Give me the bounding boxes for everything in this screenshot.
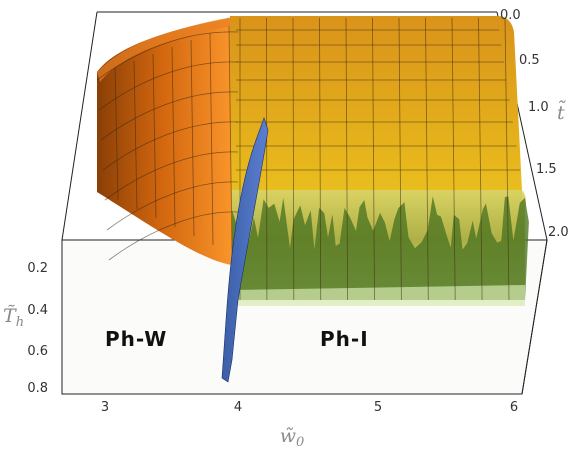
y-tick-label: 2.0 <box>548 225 569 240</box>
x-tick-label: 5 <box>374 400 382 415</box>
y-tick-label: 1.5 <box>536 162 557 177</box>
y-tick-label: 1.0 <box>528 100 549 115</box>
mesh-line <box>425 17 429 301</box>
x-axis-label: w̃0 <box>280 425 305 449</box>
mesh-line <box>451 17 456 301</box>
z-tick-label: 0.6 <box>27 344 48 359</box>
x-axis: 3 4 5 6 w̃0 <box>101 400 518 449</box>
mesh-line <box>345 17 348 301</box>
phase-boundary-surface <box>221 117 269 383</box>
z-axis: 0.2 0.4 0.6 0.8 T̃h <box>3 261 48 396</box>
mesh-line <box>133 60 138 210</box>
y-axis-label: t̃ <box>557 101 566 124</box>
mesh-curve <box>96 31 239 81</box>
mesh-curve <box>108 211 239 261</box>
region-label-ph-w: Ph-W <box>105 327 167 351</box>
z-tick-label: 0.4 <box>27 303 48 318</box>
mesh-line <box>504 17 510 301</box>
ph-w-surface <box>97 16 244 265</box>
mesh-line <box>478 17 483 301</box>
x-tick-label: 6 <box>510 400 518 415</box>
mesh-line <box>398 17 402 301</box>
mesh-line <box>292 17 295 301</box>
x-tick-label: 4 <box>234 400 242 415</box>
y-tick-label: 0.0 <box>500 8 521 23</box>
z-axis-label: T̃h <box>3 305 24 330</box>
y-tick-label: 0.5 <box>519 53 540 68</box>
mesh-curve <box>104 151 239 201</box>
mesh-line <box>114 67 119 201</box>
mesh-line <box>319 17 322 301</box>
mesh-line <box>372 17 375 301</box>
ph-i-surface <box>230 16 529 306</box>
box-front-edges <box>62 239 548 395</box>
z-tick-label: 0.8 <box>27 381 48 396</box>
mesh-line <box>209 32 214 246</box>
region-label-ph-i: Ph-I <box>320 327 369 351</box>
y-axis: 0.0 0.5 1.0 1.5 2.0 t̃ <box>500 8 569 240</box>
z-tick-label: 0.2 <box>27 261 48 276</box>
mesh-curve <box>100 91 239 141</box>
mesh-line <box>171 46 176 228</box>
mesh-line <box>190 39 195 237</box>
surface-mesh <box>96 17 521 301</box>
mesh-curve <box>106 181 239 231</box>
x-tick-label: 3 <box>101 400 109 415</box>
mesh-line <box>228 25 233 255</box>
mesh-line <box>152 53 157 219</box>
mesh-curve <box>98 61 239 111</box>
